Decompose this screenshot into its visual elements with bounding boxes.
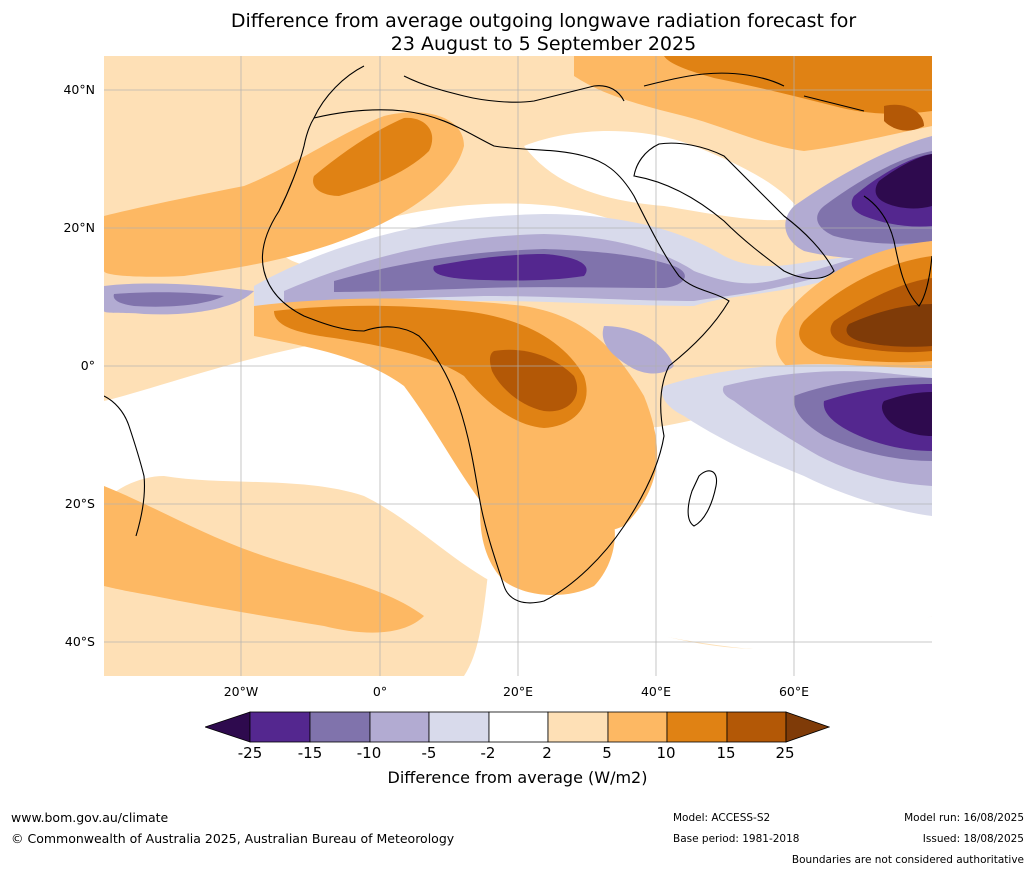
map-title: Difference from average outgoing longwav… — [0, 10, 1035, 56]
colorbar-swatch-4 — [428, 711, 490, 743]
anomaly-white-arabia — [524, 131, 804, 221]
anomaly-deeppurple-india — [875, 154, 932, 209]
madagascar-coastline — [687, 470, 718, 527]
colorbar-tick-8: 10 — [656, 744, 676, 762]
colorbar-swatch-5 — [488, 711, 549, 743]
colorbar-swatch-9 — [726, 711, 787, 743]
colorbar-tick-9: 15 — [716, 744, 736, 762]
anomaly-midpurple-west-atlantic — [113, 292, 224, 307]
colorbar-swatch-8 — [666, 711, 728, 743]
footer-model: Model: ACCESS-S2 — [673, 812, 771, 824]
anomaly-white-south — [464, 526, 932, 676]
lat-label-eq: 0° — [80, 358, 95, 373]
lat-label-40n: 40°N — [63, 82, 95, 97]
arabia-coastline — [633, 142, 835, 280]
footer-base-period: Base period: 1981-2018 — [673, 833, 800, 845]
colorbar-tick-1: -25 — [237, 744, 263, 762]
footer-disclaimer: Boundaries are not considered authoritat… — [791, 854, 1024, 866]
map-panel — [103, 56, 933, 676]
colorbar-tick-6: 2 — [542, 744, 552, 762]
anomaly-orange-sahara — [313, 117, 433, 196]
india-coastline — [863, 195, 933, 307]
anomaly-brown-caspian — [884, 104, 924, 131]
colorbar-tick-5: -2 — [480, 744, 496, 762]
anomaly-brown-congo — [489, 349, 578, 412]
lon-label-40e: 40°E — [640, 684, 672, 699]
colorbar-label: Difference from average (W/m2) — [387, 768, 648, 787]
lat-label-20s: 20°S — [64, 496, 95, 511]
colorbar-swatch-2 — [309, 711, 371, 743]
lat-label-40s: 40°S — [64, 634, 95, 649]
colorbar-swatch-6 — [547, 711, 609, 743]
anomaly-darkorange-europe — [664, 56, 932, 114]
title-line-2: 23 August to 5 September 2025 — [390, 33, 697, 55]
colorbar-swatch-1 — [249, 711, 311, 743]
coastlines — [103, 65, 933, 604]
colorbar-tick-7: 5 — [602, 744, 612, 762]
footer-model-run: Model run: 16/08/2025 — [904, 812, 1024, 824]
footer-copyright: © Commonwealth of Australia 2025, Austra… — [11, 831, 455, 846]
colorbar-tick-10: 25 — [775, 744, 795, 762]
south-america-coastline — [103, 395, 146, 537]
anomaly-orange-southern-africa — [480, 472, 615, 596]
anomaly-darkpurple-sahel-core — [433, 254, 587, 281]
anomaly-orange-south-atlantic — [104, 486, 424, 633]
colorbar-tick-4: -5 — [421, 744, 437, 762]
colorbar-extend-high — [785, 711, 830, 743]
anomaly-darkorange-central-africa — [274, 305, 587, 428]
lon-label-0: 0° — [372, 684, 388, 699]
colorbar-swatch-7 — [607, 711, 668, 743]
lon-label-60e: 60°E — [778, 684, 810, 699]
colorbar-swatch-3 — [369, 711, 430, 743]
colorbar-extend-low — [205, 711, 251, 743]
lon-label-20w: 20°W — [223, 684, 259, 699]
map-svg — [103, 56, 933, 676]
colorbar-tick-2: -15 — [297, 744, 323, 762]
title-line-1: Difference from average outgoing longwav… — [230, 10, 857, 32]
africa-coastline — [261, 109, 730, 604]
colorbar — [205, 711, 830, 743]
lon-label-20e: 20°E — [502, 684, 534, 699]
graticule — [104, 56, 932, 676]
lat-label-20n: 20°N — [63, 220, 95, 235]
footer-issued: Issued: 18/08/2025 — [922, 833, 1024, 845]
colorbar-tick-3: -10 — [356, 744, 382, 762]
footer-website: www.bom.gov.au/climate — [11, 810, 169, 825]
europe-coastline — [313, 65, 865, 119]
anomaly-darkbrown-indian-ocean — [846, 304, 932, 347]
anomaly-deeppurple-south-indian — [881, 392, 932, 436]
